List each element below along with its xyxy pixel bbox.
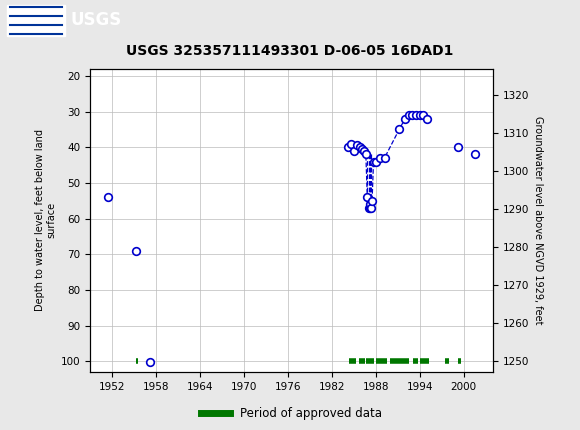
Bar — [7, 5, 65, 36]
Y-axis label: Groundwater level above NGVD 1929, feet: Groundwater level above NGVD 1929, feet — [533, 116, 543, 325]
Text: USGS 325357111493301 D-06-05 16DAD1: USGS 325357111493301 D-06-05 16DAD1 — [126, 44, 454, 58]
Legend: Period of approved data: Period of approved data — [196, 403, 387, 425]
Text: USGS: USGS — [71, 12, 122, 29]
Y-axis label: Depth to water level, feet below land
surface: Depth to water level, feet below land su… — [35, 129, 56, 311]
